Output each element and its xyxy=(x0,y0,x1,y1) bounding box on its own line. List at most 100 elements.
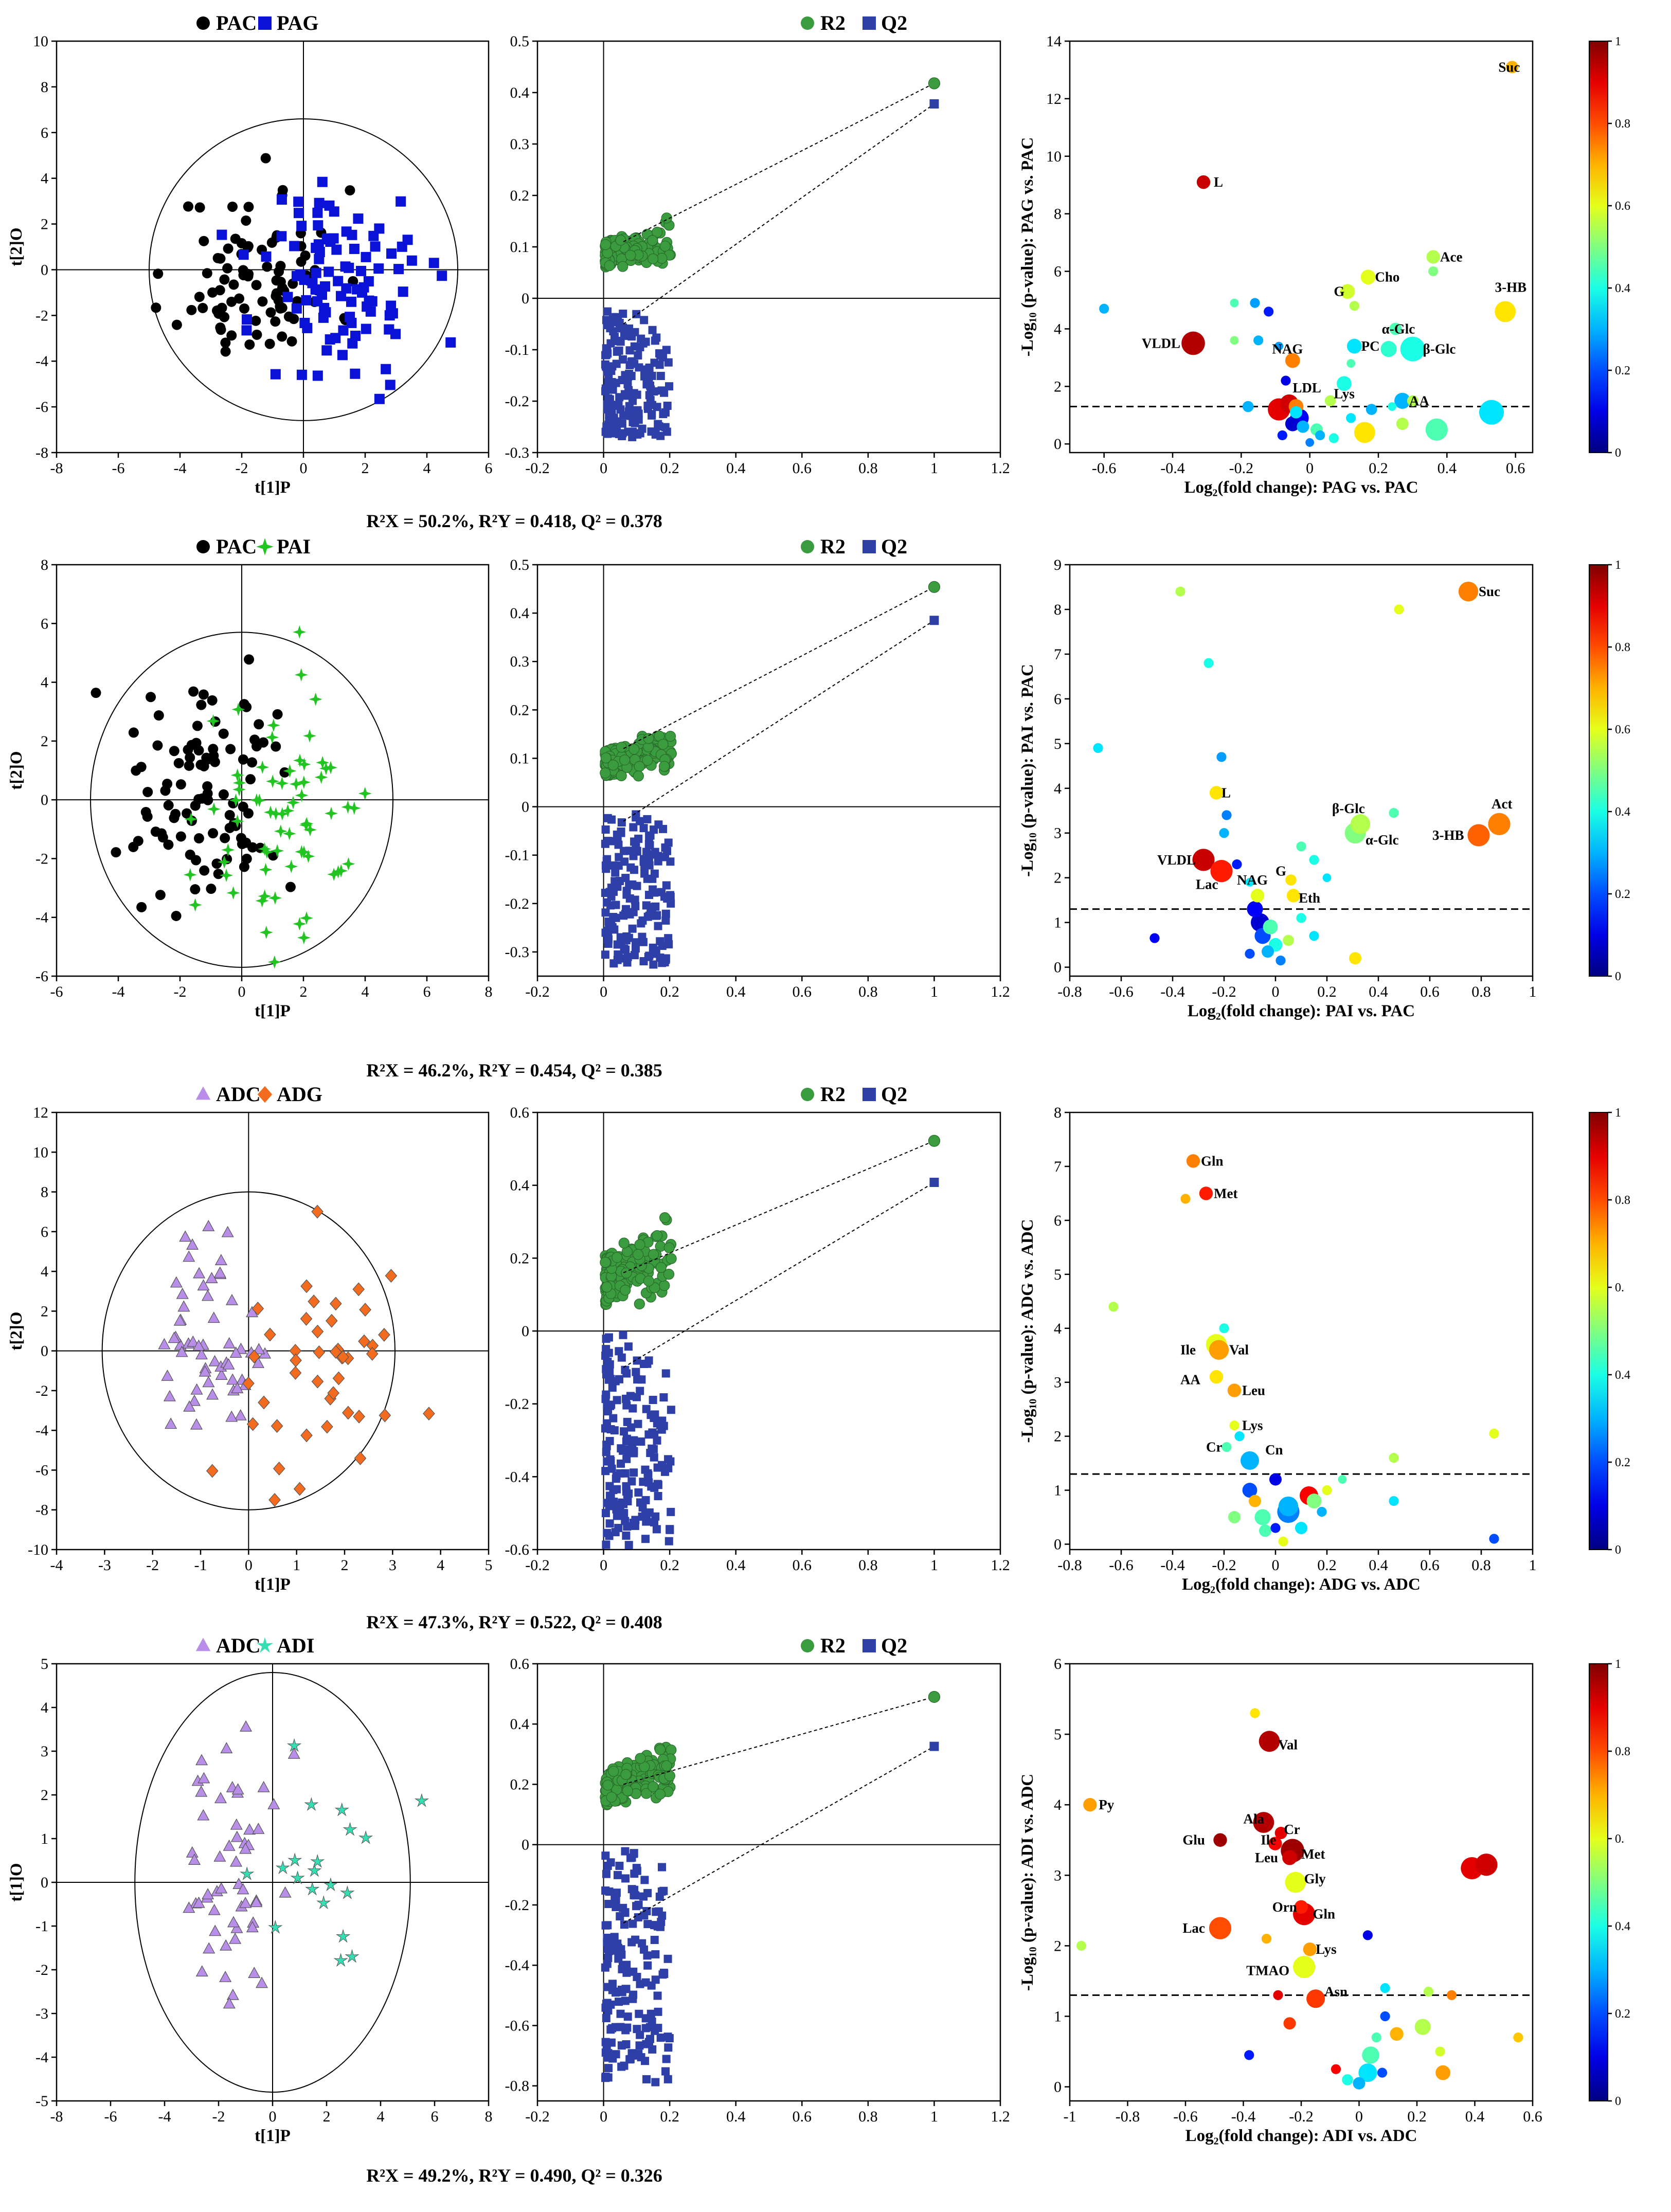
metabolite-point-ile xyxy=(1268,1837,1282,1850)
r2-permutation-point xyxy=(621,1267,632,1279)
metabolite-point xyxy=(1244,2050,1254,2060)
legend-marker xyxy=(256,538,274,555)
metabolite-point-aa xyxy=(1209,1370,1224,1384)
legend-marker xyxy=(863,1639,876,1652)
score-point-adc xyxy=(187,1335,200,1347)
y-tick-label: 0 xyxy=(41,1343,48,1360)
score-point-pai xyxy=(293,625,307,639)
y-tick-label: 0.4 xyxy=(510,1177,530,1194)
metabolite-point-aa xyxy=(1394,392,1411,409)
score-point-pag xyxy=(291,271,302,281)
colorbar-tick-label: 0.2 xyxy=(1615,1456,1630,1469)
score-point-pac xyxy=(162,779,173,789)
x-tick-label: -0.4 xyxy=(1160,983,1185,1000)
score-point-adc xyxy=(223,1839,236,1851)
q2-permutation-point xyxy=(651,1950,660,1958)
q2-permutation-point xyxy=(616,2009,625,2018)
score-point-pag xyxy=(350,368,361,379)
score-point-adc xyxy=(252,1823,265,1834)
metabolite-point-lac xyxy=(1209,1917,1232,1939)
x-tick-label: -6 xyxy=(112,460,125,477)
y-tick-label: -3 xyxy=(35,2005,48,2022)
metabolite-label: Lys xyxy=(1242,1418,1263,1433)
metabolite-label: Gln xyxy=(1313,1907,1336,1922)
score-point-pag xyxy=(337,350,348,361)
score-point-adi xyxy=(343,1822,357,1836)
q2-permutation-point xyxy=(609,1486,618,1495)
score-point-adc xyxy=(192,1339,205,1351)
q2-permutation-point xyxy=(625,894,634,903)
score-point-pai xyxy=(256,760,269,774)
q2-permutation-point xyxy=(621,371,630,380)
legend-label: PAG xyxy=(277,11,318,34)
metabolite-point xyxy=(1277,430,1287,441)
plot-frame xyxy=(1069,1111,1534,1551)
metabolite-point xyxy=(1435,2046,1445,2057)
q2-permutation-point xyxy=(644,1356,653,1365)
y-tick-label: 4 xyxy=(41,1263,48,1280)
metabolite-point xyxy=(1219,828,1229,838)
q2-permutation-point xyxy=(628,1919,637,1928)
x-tick-label: -2 xyxy=(236,460,248,477)
q2-permutation-point xyxy=(630,951,639,960)
score-point-pag xyxy=(428,258,439,268)
score-point-pac xyxy=(197,302,208,313)
q2-permutation-point xyxy=(649,960,658,969)
q2-permutation-point xyxy=(664,1537,673,1545)
colorbar-tick-label: 0.4 xyxy=(1615,1920,1630,1933)
q2-permutation-point xyxy=(619,1446,627,1455)
x-tick-label: 0.4 xyxy=(726,2108,746,2125)
score-point-pai xyxy=(294,668,308,682)
score-point-adi xyxy=(290,1870,305,1884)
score-point-pai xyxy=(303,729,317,743)
q2-permutation-point xyxy=(637,919,645,928)
metabolite-point xyxy=(1414,2019,1431,2035)
score-point-adc xyxy=(229,1932,242,1944)
score-point-adg xyxy=(308,1294,320,1308)
score-point-adi xyxy=(310,1854,325,1868)
q2-original-model-point xyxy=(929,616,939,625)
score-point-pag xyxy=(313,220,324,231)
x-tick-label: -0.4 xyxy=(1160,460,1185,477)
score-point-adi xyxy=(333,1953,348,1967)
q2-permutation-point xyxy=(649,885,657,894)
score-point-pag xyxy=(331,244,342,255)
metabolite-label: Cr xyxy=(1206,1440,1222,1455)
score-point-pac xyxy=(218,728,229,739)
metabolite-label: Met xyxy=(1214,1185,1237,1201)
r2-permutation-point xyxy=(607,760,619,771)
score-point-pai xyxy=(184,812,198,826)
score-point-pac xyxy=(220,337,231,348)
score-point-pac xyxy=(192,721,203,731)
metabolite-label: β-Glc xyxy=(1332,801,1365,816)
x-tick-label: 0 xyxy=(245,1557,253,1574)
metabolite-point xyxy=(1283,934,1294,946)
score-point-adc xyxy=(195,1965,208,1976)
x-tick-label: 0.4 xyxy=(1438,460,1457,477)
x-tick-label: 0 xyxy=(269,2108,277,2125)
score-point-pac xyxy=(226,296,237,307)
colorbar-tick-label: 1 xyxy=(1615,1658,1621,1671)
x-tick-label: 0 xyxy=(600,460,607,477)
metabolite-point xyxy=(1274,341,1284,351)
score-point-adc xyxy=(267,1798,280,1809)
score-point-adc xyxy=(230,1830,243,1842)
x-tick-label: 0.6 xyxy=(1523,2108,1542,2125)
score-point-adi xyxy=(286,1738,302,1752)
metabolite-point xyxy=(1349,952,1361,965)
r2-regression-line xyxy=(623,586,935,749)
score-point-pag xyxy=(282,292,293,302)
q2-permutation-point xyxy=(615,1347,623,1356)
legend-label: PAC xyxy=(216,535,257,558)
score-point-adc xyxy=(195,1754,208,1766)
q2-permutation-point xyxy=(661,909,670,918)
r2-permutation-point xyxy=(600,1256,611,1268)
score-point-adc xyxy=(288,1747,300,1759)
score-point-pac xyxy=(234,293,245,304)
score-point-pac xyxy=(171,910,182,921)
score-point-adg xyxy=(378,1328,390,1342)
y-tick-label: 12 xyxy=(33,1104,48,1121)
metabolite-label: Gln xyxy=(1201,1153,1224,1168)
score-point-pac xyxy=(175,779,186,790)
q2-permutation-point xyxy=(608,2024,617,2033)
